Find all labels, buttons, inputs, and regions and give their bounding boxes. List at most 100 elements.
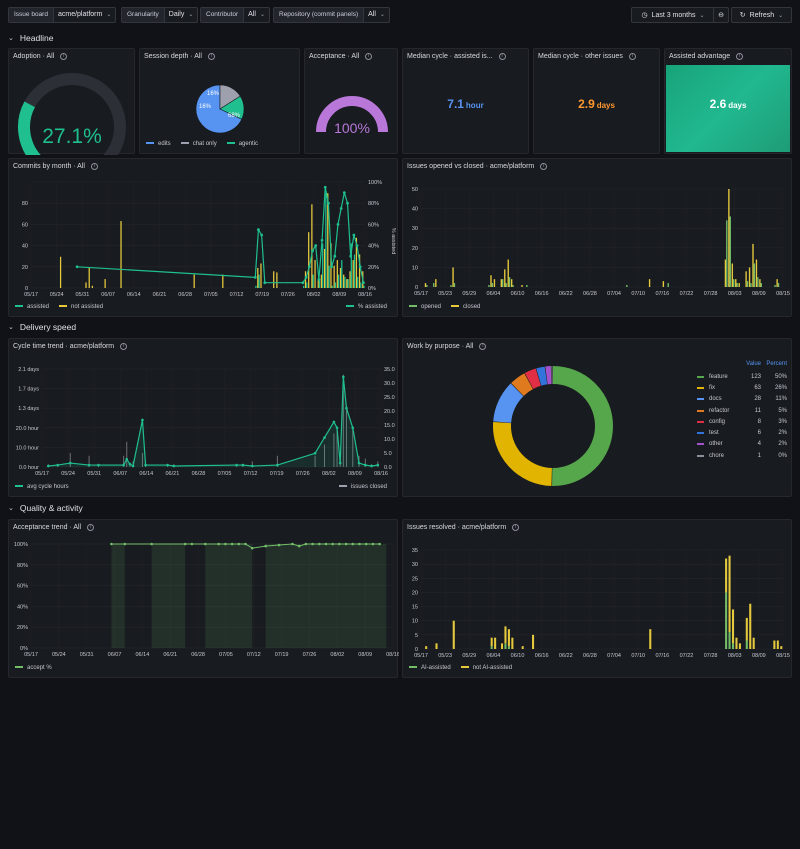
bar: [724, 259, 727, 287]
row-headline[interactable]: ⌄ Headline: [8, 32, 53, 44]
contributor-value: All: [248, 11, 256, 18]
point: [264, 544, 267, 548]
legend-row[interactable]: refactor 11 5%: [697, 405, 787, 416]
issue-board-variable[interactable]: Issue board acme/platform ⌄: [8, 7, 117, 23]
repository-variable[interactable]: Repository (commit panels) All ⌄: [273, 7, 390, 23]
pie-slice: [195, 84, 243, 134]
bar: [328, 265, 330, 288]
row-quality[interactable]: ⌄ Quality & activity: [8, 502, 83, 514]
legend-item[interactable]: agentic: [226, 141, 258, 147]
bar: [662, 281, 665, 287]
legend-item[interactable]: assisted: [15, 304, 49, 310]
legend-item[interactable]: AI-assisted: [409, 665, 451, 671]
bar: [435, 643, 438, 649]
bar: [349, 271, 351, 288]
panel-title: Work by purpose · All: [407, 343, 474, 350]
refresh-button[interactable]: ↻ Refresh ⌄: [731, 7, 792, 23]
legend-row[interactable]: fix 63 26%: [697, 382, 787, 393]
bar: [258, 274, 260, 288]
x-tick-label: 05/17: [24, 292, 38, 298]
chevron-down-icon: ⌄: [8, 35, 14, 42]
bar: [424, 283, 427, 287]
panel-title: Issues opened vs closed · acme/platform: [407, 163, 535, 170]
info-icon[interactable]: i: [540, 163, 548, 170]
point: [190, 542, 194, 546]
bar: [363, 285, 365, 288]
legend-item[interactable]: opened: [409, 304, 441, 310]
legend-percent: 11%: [775, 396, 787, 403]
x-tick-label: 08/02: [322, 471, 336, 477]
bar: [491, 283, 494, 287]
bar: [494, 637, 497, 649]
legend-item[interactable]: chat only: [180, 141, 217, 147]
bar: [333, 265, 335, 288]
info-icon[interactable]: i: [120, 343, 128, 350]
contributor-variable[interactable]: Contributor All ⌄: [200, 7, 270, 23]
y-tick-label: 5: [415, 633, 418, 639]
zoom-out-button[interactable]: ⊖: [713, 7, 729, 23]
chevron-down-icon: ⌄: [699, 12, 705, 19]
bar: [59, 256, 62, 288]
contributor-label: Contributor: [201, 8, 245, 22]
bar: [311, 204, 313, 288]
legend-item[interactable]: accept %: [15, 665, 52, 671]
donut-slice: [493, 421, 553, 486]
x-tick-label: 06/21: [166, 471, 180, 477]
bar: [731, 643, 735, 649]
purpose-donut: [493, 366, 613, 486]
legend-row[interactable]: test 6 2%: [697, 427, 787, 438]
point: [333, 254, 337, 258]
legend-item[interactable]: not assisted: [59, 304, 103, 310]
repository-value: All: [368, 11, 376, 18]
column-header[interactable]: Percent: [766, 361, 787, 367]
legend-item[interactable]: not AI-assisted: [460, 665, 512, 671]
info-icon[interactable]: i: [628, 53, 636, 60]
bar: [488, 285, 490, 287]
time-range-picker[interactable]: ◷ Last 3 months ⌄: [631, 7, 715, 23]
y-tick-label: 60%: [17, 584, 28, 590]
legend-item[interactable]: % assisted: [345, 304, 387, 310]
x-tick-label: 06/21: [163, 652, 177, 658]
info-icon[interactable]: i: [498, 53, 506, 60]
legend-item[interactable]: closed: [451, 304, 480, 310]
info-icon[interactable]: i: [479, 343, 487, 350]
info-icon[interactable]: i: [365, 53, 373, 60]
bar: [304, 271, 307, 288]
chevron-down-icon: ⌄: [259, 12, 265, 18]
point: [364, 542, 368, 546]
bar: [667, 283, 669, 287]
x-tick-label: 06/07: [101, 292, 115, 298]
info-icon[interactable]: i: [90, 163, 98, 170]
y-tick-label: 80%: [17, 563, 28, 569]
point: [338, 461, 342, 465]
granularity-variable[interactable]: Granularity Daily ⌄: [121, 7, 199, 23]
legend-row[interactable]: chore 1 0%: [697, 450, 787, 461]
legend-item[interactable]: avg cycle hours: [15, 484, 69, 490]
bar: [752, 243, 754, 287]
info-icon[interactable]: i: [736, 53, 744, 60]
legend-row[interactable]: docs 28 11%: [697, 394, 787, 405]
row-delivery[interactable]: ⌄ Delivery speed: [8, 321, 76, 333]
legend-item[interactable]: edits: [146, 141, 171, 147]
legend-name: fix: [709, 384, 715, 391]
bar: [257, 267, 259, 288]
row-title: Headline: [19, 33, 54, 43]
x-tick-label: 08/03: [728, 653, 742, 659]
info-icon[interactable]: i: [512, 524, 520, 531]
legend-row[interactable]: config 8 3%: [697, 416, 787, 427]
info-icon[interactable]: i: [60, 53, 68, 60]
bar: [490, 646, 493, 649]
bar: [453, 283, 456, 287]
bar: [776, 640, 779, 649]
bar: [341, 260, 343, 288]
legend-row[interactable]: feature 123 50%: [697, 371, 787, 382]
legend-row[interactable]: other 4 2%: [697, 439, 787, 450]
zoom-out-icon: ⊖: [718, 12, 724, 19]
chevron-down-icon: ⌄: [379, 12, 385, 18]
legend-item[interactable]: issues closed: [338, 484, 387, 490]
info-icon[interactable]: i: [87, 524, 95, 531]
bar: [507, 629, 510, 647]
column-header[interactable]: Value: [746, 361, 761, 367]
bar: [759, 279, 761, 287]
info-icon[interactable]: i: [207, 53, 215, 60]
